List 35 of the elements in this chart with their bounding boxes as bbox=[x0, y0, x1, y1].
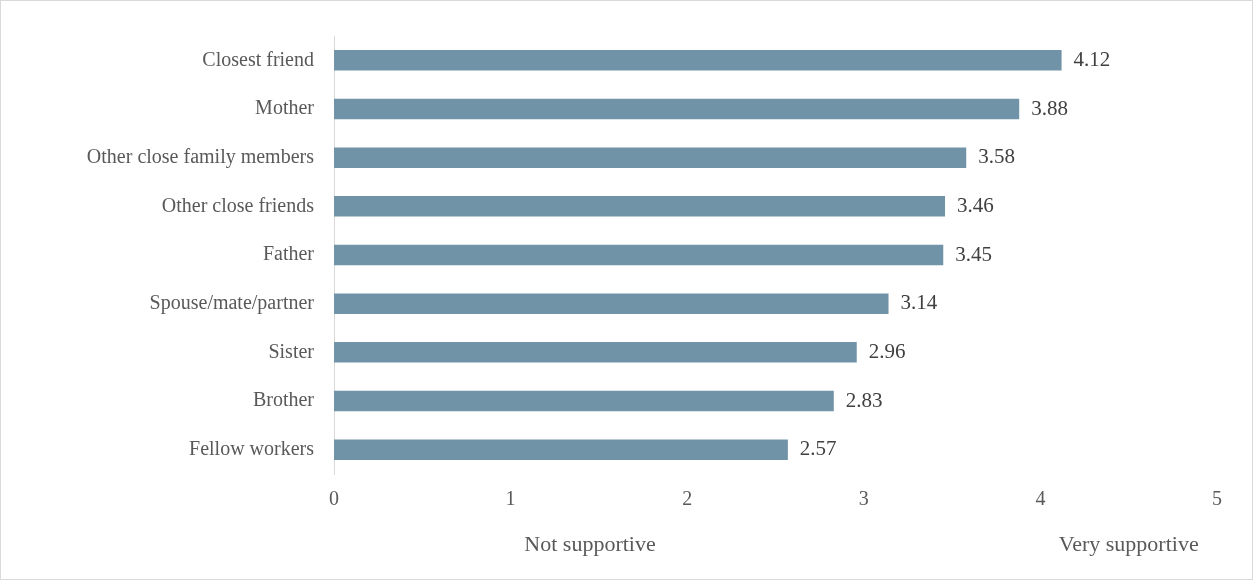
bar bbox=[334, 293, 889, 314]
y-tick-label: Closest friend bbox=[202, 47, 314, 70]
data-label: 3.45 bbox=[955, 241, 993, 266]
x-tick-label: 0 bbox=[329, 487, 339, 510]
y-tick-label: Brother bbox=[252, 388, 315, 411]
x-tick-label: 2 bbox=[682, 487, 693, 510]
data-label: 4.12 bbox=[1073, 46, 1111, 71]
y-tick-label: Other close friends bbox=[161, 193, 315, 216]
bar bbox=[334, 244, 944, 266]
y-tick-label: Other close family members bbox=[86, 144, 315, 168]
bar bbox=[334, 390, 834, 412]
y-tick-label: Mother bbox=[255, 96, 315, 119]
y-tick-label: Father bbox=[262, 242, 315, 265]
data-label: 2.83 bbox=[845, 387, 883, 412]
data-label: 2.96 bbox=[868, 338, 906, 363]
x-tick-label: 1 bbox=[505, 487, 516, 510]
bar bbox=[334, 342, 857, 363]
bar bbox=[334, 50, 1062, 71]
y-tick-label: Spouse/mate/partner bbox=[149, 290, 315, 314]
bar bbox=[334, 439, 788, 460]
bar bbox=[334, 147, 967, 168]
text: Very supportive bbox=[1058, 531, 1199, 557]
y-tick-label: Sister bbox=[268, 339, 315, 362]
bar bbox=[334, 98, 1020, 120]
x-tick-label: 3 bbox=[858, 487, 869, 510]
y-tick-label: Fellow workers bbox=[189, 436, 315, 459]
data-label: 2.57 bbox=[799, 436, 837, 461]
data-label: 3.88 bbox=[1031, 95, 1068, 120]
data-label: 3.14 bbox=[900, 290, 938, 315]
x-tick-label: 4 bbox=[1035, 487, 1046, 510]
bar bbox=[334, 196, 946, 217]
x-tick-label: 5 bbox=[1212, 487, 1222, 510]
text: Not supportive bbox=[524, 531, 656, 557]
data-label: 3.58 bbox=[978, 144, 1015, 169]
data-label: 3.46 bbox=[957, 192, 994, 217]
